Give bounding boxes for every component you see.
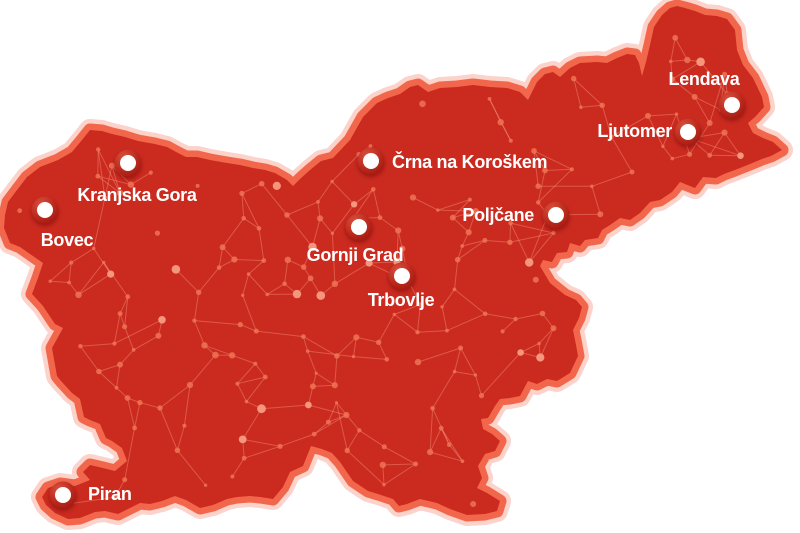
marker-core [37, 202, 53, 218]
marker-core [351, 219, 367, 235]
network-dots [17, 34, 744, 507]
city-marker-crna-na-koroskem[interactable] [357, 147, 385, 175]
network-pattern [17, 34, 744, 507]
map-land-fill [4, 6, 782, 519]
marker-core [724, 97, 740, 113]
marker-core [55, 487, 71, 503]
marker-core [363, 153, 379, 169]
marker-core [548, 207, 564, 223]
city-marker-ljutomer[interactable] [674, 118, 702, 146]
marker-core [394, 268, 410, 284]
city-markers [31, 91, 746, 509]
city-marker-kranjska-gora[interactable] [114, 149, 142, 177]
marker-core [680, 124, 696, 140]
marker-core [120, 155, 136, 171]
city-marker-lendava[interactable] [718, 91, 746, 119]
city-marker-gornji-grad[interactable] [345, 213, 373, 241]
city-marker-piran[interactable] [49, 481, 77, 509]
city-marker-trbovlje[interactable] [388, 262, 416, 290]
city-marker-poljcane[interactable] [542, 201, 570, 229]
city-marker-bovec[interactable] [31, 196, 59, 224]
